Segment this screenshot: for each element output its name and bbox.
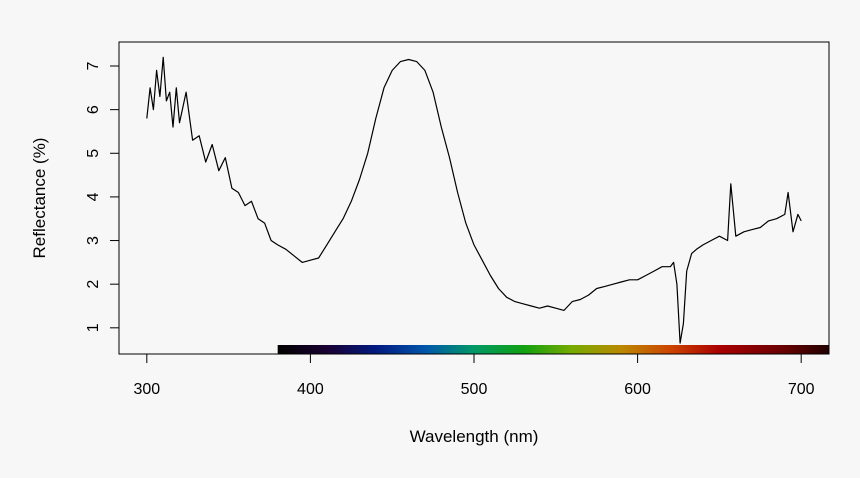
x-tick-label: 600: [624, 381, 651, 398]
x-tick-label: 500: [461, 381, 488, 398]
y-tick-label: 3: [85, 236, 102, 245]
y-tick-label: 5: [85, 149, 102, 158]
x-axis: 300 400 500 600 700: [133, 353, 815, 398]
plot-background: [119, 42, 829, 354]
y-axis-title: Reflectance (%): [30, 138, 49, 259]
y-tick-label: 6: [85, 105, 102, 114]
y-tick-label: 7: [85, 61, 102, 70]
x-tick-label: 700: [788, 381, 815, 398]
x-axis-title: Wavelength (nm): [410, 427, 539, 446]
x-tick-label: 300: [133, 381, 160, 398]
reflectance-line: [146, 56, 802, 344]
y-axis: 1 2 3 4 5 6 7: [85, 61, 120, 332]
y-tick-label: 4: [85, 192, 102, 201]
x-tick-label: 400: [297, 381, 324, 398]
spectrum-color-bar: [277, 345, 829, 354]
y-tick-label: 2: [85, 280, 102, 289]
y-tick-label: 1: [85, 323, 102, 332]
